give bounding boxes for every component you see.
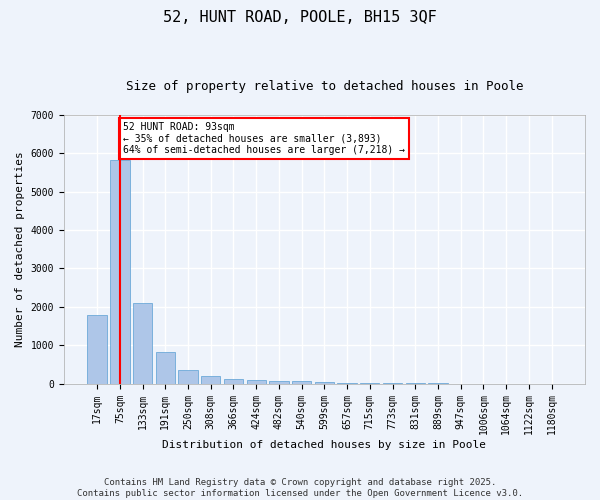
Bar	[224, 378, 243, 384]
Title: Size of property relative to detached houses in Poole: Size of property relative to detached ho…	[125, 80, 523, 93]
Bar	[247, 380, 266, 384]
Bar	[155, 352, 175, 384]
Bar	[201, 376, 220, 384]
Bar	[88, 316, 107, 384]
Bar	[269, 380, 289, 384]
Bar	[337, 383, 357, 384]
Text: Contains HM Land Registry data © Crown copyright and database right 2025.
Contai: Contains HM Land Registry data © Crown c…	[77, 478, 523, 498]
Bar	[292, 382, 311, 384]
Text: 52, HUNT ROAD, POOLE, BH15 3QF: 52, HUNT ROAD, POOLE, BH15 3QF	[163, 10, 437, 25]
Text: 52 HUNT ROAD: 93sqm
← 35% of detached houses are smaller (3,893)
64% of semi-det: 52 HUNT ROAD: 93sqm ← 35% of detached ho…	[123, 122, 405, 155]
Bar	[110, 160, 130, 384]
X-axis label: Distribution of detached houses by size in Poole: Distribution of detached houses by size …	[163, 440, 487, 450]
Bar	[133, 304, 152, 384]
Bar	[315, 382, 334, 384]
Bar	[178, 370, 197, 384]
Y-axis label: Number of detached properties: Number of detached properties	[15, 152, 25, 347]
